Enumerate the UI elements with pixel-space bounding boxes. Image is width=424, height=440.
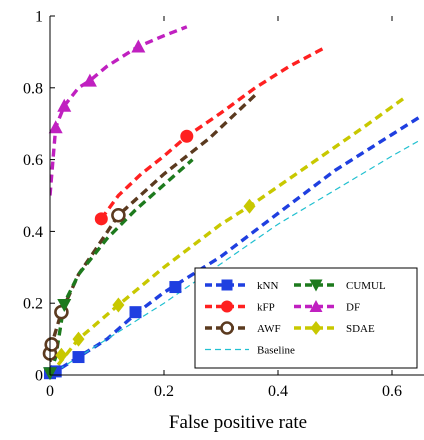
axes: [49, 16, 424, 376]
x-tick-label: 0.2: [154, 383, 174, 400]
y-tick-label: 0.6: [23, 152, 43, 169]
legend-marker-df: [309, 300, 323, 312]
df-point-2: [82, 73, 97, 87]
x-tick-label: 0: [46, 383, 54, 400]
ticks: 0 0.2 0.4 0.6 0 0.2 0.4 0.6 0.8 1: [23, 9, 402, 401]
sdae-point-0: [55, 347, 68, 363]
sdae-point-3: [243, 198, 256, 214]
legend-label-sdae: SDAE: [346, 323, 375, 335]
y-tick-label: 0.2: [23, 296, 43, 313]
x-tick-label: 0.4: [268, 383, 288, 400]
df-point-1: [57, 98, 72, 112]
legend-marker-awf: [220, 321, 234, 335]
legend: kNN CUMUL kFP DF AWF SDAE Baseline: [194, 267, 418, 369]
df-point-0: [48, 120, 63, 134]
legend-marker-sdae: [310, 321, 322, 335]
awf-point-3: [111, 207, 126, 223]
y-tick-label: 0.4: [23, 224, 43, 241]
y-tick-label: 0.8: [23, 80, 43, 97]
sdae-line: [50, 97, 405, 375]
knn-point-3: [129, 306, 142, 319]
cumul-point-1: [57, 298, 72, 312]
legend-marker-kfp: [221, 300, 233, 313]
legend-label-df: DF: [346, 302, 360, 314]
x-tick-label: 0.6: [382, 383, 402, 400]
series-markers: [42, 39, 256, 381]
x-axis-label: False positive rate: [169, 412, 307, 433]
legend-marker-knn: [221, 279, 233, 291]
awf-point-1: [44, 337, 60, 352]
legend-label-awf: AWF: [257, 323, 281, 335]
kfp-point-0: [94, 212, 108, 226]
knn-line: [50, 115, 422, 375]
baseline-line: [50, 139, 421, 375]
sdae-point-2: [112, 297, 125, 313]
legend-marker-cumul: [309, 279, 323, 292]
y-tick-label: 1: [35, 9, 43, 26]
knn-point-2: [72, 351, 85, 364]
df-point-3: [131, 39, 146, 53]
kfp-point-1: [180, 129, 194, 143]
sdae-point-1: [72, 331, 85, 347]
legend-label-kfp: kFP: [257, 302, 275, 314]
legend-label-baseline: Baseline: [257, 345, 295, 357]
legend-label-cumul: CUMUL: [346, 280, 386, 292]
y-tick-label: 0: [35, 368, 43, 385]
legend-label-knn: kNN: [257, 280, 278, 292]
knn-point-4: [169, 281, 182, 294]
